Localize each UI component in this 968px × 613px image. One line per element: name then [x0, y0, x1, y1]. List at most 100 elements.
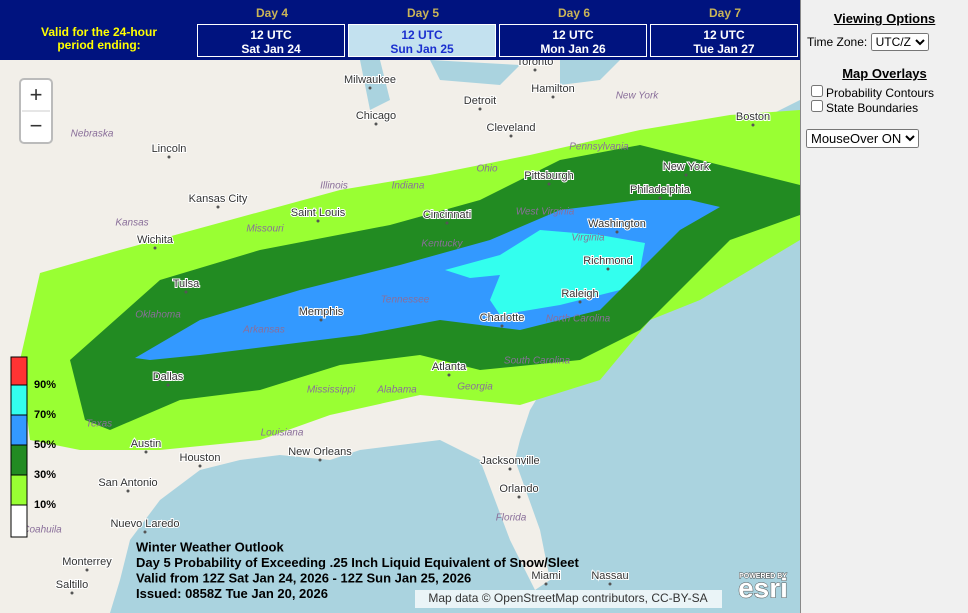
region-label: Arkansas [242, 325, 285, 336]
region-label: Mississippi [307, 385, 356, 396]
caption-line: Valid from 12Z Sat Jan 24, 2026 - 12Z Su… [136, 570, 471, 585]
city-label: San Antonio [98, 477, 157, 489]
city-dot [368, 86, 372, 90]
attribution-bg [415, 590, 722, 608]
mouseover-select[interactable]: MouseOver ON [806, 129, 919, 148]
city-label: Miami [531, 570, 560, 582]
day-tab[interactable]: Day 4 12 UTC Sat Jan 24 [197, 0, 347, 60]
city-dot [374, 122, 378, 126]
region-label: Florida [496, 513, 527, 524]
city-dot [126, 489, 130, 493]
region-label: Missouri [246, 224, 284, 235]
city-label: Chicago [356, 110, 396, 122]
city-label: Dallas [153, 371, 184, 383]
caption-line: Winter Weather Outlook [136, 539, 284, 554]
city-dot [143, 530, 147, 534]
legend-swatch [10, 356, 28, 386]
caption-line: Issued: 0858Z Tue Jan 20, 2026 [136, 586, 328, 601]
city-label: Lincoln [152, 143, 187, 155]
city-label: Philadelphia [630, 184, 691, 196]
tab-date: Mon Jan 26 [540, 42, 606, 56]
city-dot [533, 68, 537, 72]
overlay-label: State Boundaries [826, 101, 919, 115]
city-dot [166, 383, 170, 387]
city-dot [608, 582, 612, 586]
region-label: Ohio [476, 164, 498, 175]
tab-time: 12 UTC [703, 28, 745, 42]
legend-swatch [10, 474, 28, 506]
region-label: Oklahoma [135, 310, 181, 321]
overlay-option[interactable]: State Boundaries [811, 100, 968, 115]
tab-date: Sat Jan 24 [241, 42, 301, 56]
city-label: Nuevo Laredo [110, 518, 179, 530]
city-label: Wichita [137, 234, 174, 246]
city-dot [478, 107, 482, 111]
city-label: Pittsburgh [524, 170, 574, 182]
region-label: Indiana [392, 181, 425, 192]
tab-box: 12 UTC Mon Jan 26 [499, 24, 647, 57]
region-label: Alabama [376, 385, 417, 396]
city-dot [658, 196, 662, 200]
region-label: New York [616, 91, 660, 102]
city-label: Saint Louis [291, 207, 346, 219]
zoom-in[interactable]: + [30, 82, 43, 107]
esri-logo: esri [738, 572, 788, 603]
region-label: South Carolina [504, 356, 571, 367]
checkbox[interactable] [811, 85, 823, 97]
overlay-list: Probability Contours State Boundaries [811, 85, 968, 115]
city-label: Nassau [591, 570, 628, 582]
tab-date: Tue Jan 27 [693, 42, 755, 56]
city-label: Cleveland [487, 122, 536, 134]
city-dot [684, 173, 688, 177]
city-label: Jacksonville [480, 455, 539, 467]
probability-70 [445, 230, 645, 315]
city-label: Washington [588, 218, 646, 230]
legend-swatch [10, 504, 28, 538]
region-label: Georgia [457, 382, 493, 393]
header: Valid for the 24-hour period ending: Day… [0, 0, 800, 60]
day-tab[interactable]: Day 5 12 UTC Sun Jan 25 [348, 0, 498, 60]
overlay-option[interactable]: Probability Contours [811, 85, 968, 100]
day-label: Day 5 [406, 6, 440, 20]
city-dot [615, 230, 619, 234]
checkbox[interactable] [811, 100, 823, 112]
city-dot [606, 267, 610, 271]
tab-box: 12 UTC Sat Jan 24 [197, 24, 345, 57]
caption-line: Day 5 Probability of Exceeding .25 Inch … [136, 555, 579, 570]
zoom-control: + − [19, 78, 53, 144]
zoom-out[interactable]: − [30, 113, 43, 138]
city-dot [85, 568, 89, 572]
region-label: Louisiana [261, 428, 304, 439]
city-label: Toronto [517, 60, 554, 68]
city-dot [517, 495, 521, 499]
city-dot [547, 182, 551, 186]
esri-powered: POWERED BY [739, 573, 787, 580]
legend-label: 90% [34, 379, 56, 391]
city-label: Charlotte [480, 312, 525, 324]
attribution: Map data © OpenStreetMap contributors, C… [428, 591, 707, 605]
timezone-row: Time Zone: UTC/Z [807, 33, 968, 51]
city-label: New Orleans [288, 446, 352, 458]
city-dot [544, 582, 548, 586]
legend-swatch [10, 444, 28, 476]
city-label: Tulsa [173, 278, 200, 290]
tab-box: 12 UTC Tue Jan 27 [650, 24, 798, 57]
city-label: Cincinnati [423, 209, 471, 221]
city-label: New York [663, 161, 710, 173]
city-label: Saltillo [56, 579, 88, 591]
tab-date: Sun Jan 25 [390, 42, 454, 56]
timezone-select[interactable]: UTC/Z [870, 33, 929, 51]
legend: 90% 70% 50% 30% 10% [10, 356, 56, 538]
day-tab[interactable]: Day 7 12 UTC Tue Jan 27 [650, 0, 800, 60]
region-label: Texas [86, 419, 112, 430]
city-label: Milwaukee [344, 74, 396, 86]
city-label: Monterrey [62, 556, 112, 568]
city-label: Atlanta [432, 361, 467, 373]
legend-label: 50% [34, 439, 56, 451]
day-tab[interactable]: Day 6 12 UTC Mon Jan 26 [499, 0, 649, 60]
region-label: Kansas [115, 218, 148, 229]
region-label: West Virginia [516, 207, 575, 218]
region-label: Pennsylvania [569, 142, 629, 153]
great-lakes [360, 60, 620, 110]
